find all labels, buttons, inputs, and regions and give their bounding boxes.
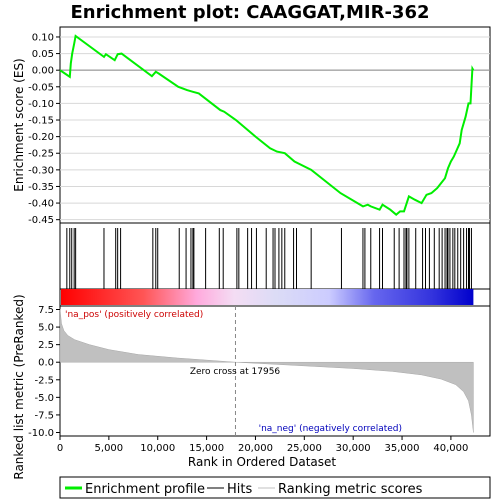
x-tick-label: 30,000 bbox=[336, 443, 371, 454]
es-y-tick-label: -0.40 bbox=[28, 199, 54, 210]
x-axis-label: Rank in Ordered Dataset bbox=[188, 455, 336, 469]
legend-rank-label: Ranking metric scores bbox=[278, 482, 423, 497]
enrichment-profile-line bbox=[59, 34, 475, 217]
zero-cross-label: Zero cross at 17956 bbox=[190, 367, 281, 377]
hits-panel bbox=[59, 222, 491, 290]
hit-markers bbox=[66, 228, 472, 289]
rank-y-axis-label: Ranked list metric (PreRanked) bbox=[12, 294, 26, 479]
es-y-tick-label: 0.10 bbox=[32, 32, 54, 43]
ranking-metric-area bbox=[59, 308, 474, 433]
x-tick-label: 25,000 bbox=[287, 443, 322, 454]
es-y-tick-label: -0.15 bbox=[28, 116, 54, 127]
x-tick-label: 40,000 bbox=[433, 443, 468, 454]
es-y-tick-label: -0.10 bbox=[28, 99, 54, 110]
x-tick-label: 0 bbox=[57, 443, 63, 454]
es-y-tick-label: 0.05 bbox=[32, 49, 54, 60]
legend-profile-label: Enrichment profile bbox=[85, 482, 205, 497]
es-y-tick-label: -0.30 bbox=[28, 165, 54, 176]
es-y-tick-label: 0.00 bbox=[32, 66, 54, 77]
x-tick-label: 5,000 bbox=[95, 443, 124, 454]
x-axis-ticks: 0 5,000 10,000 15,000 20,000 25,000 30,000 35,0… bbox=[57, 436, 468, 454]
rank-y-tick-label: -10.0 bbox=[28, 428, 54, 439]
es-y-axis-label: Enrichment score (ES) bbox=[12, 58, 26, 191]
x-tick-label: 20,000 bbox=[238, 443, 273, 454]
es-y-tick-label: -0.20 bbox=[28, 132, 54, 143]
neg-correlated-label: 'na_neg' (negatively correlated) bbox=[259, 424, 402, 434]
rank-panel: 7.5 5.0 2.5 0.0 -2.5 -5.0 -7.5 -10.0 Zero cross… bbox=[12, 294, 491, 480]
es-panel: 0.10 0.05 0.00 -0.05 -0.10 -0.15 -0.20 -0.25 -0.… bbox=[12, 26, 491, 226]
x-tick-label: 10,000 bbox=[140, 443, 175, 454]
es-y-tick-label: -0.35 bbox=[28, 182, 54, 193]
rank-y-tick-label: 0.0 bbox=[38, 358, 54, 369]
x-tick-label: 15,000 bbox=[189, 443, 224, 454]
pos-correlated-label: 'na_pos' (positively correlated) bbox=[65, 310, 203, 320]
legend-hits-label: Hits bbox=[227, 482, 252, 497]
es-y-tick-label: -0.45 bbox=[28, 215, 54, 226]
legend: Enrichment profile Hits Ranking metric s… bbox=[59, 476, 491, 499]
rank-y-tick-label: -7.5 bbox=[34, 410, 54, 421]
rank-y-tick-label: 2.5 bbox=[38, 340, 54, 351]
rank-y-tick-label: 5.0 bbox=[38, 323, 54, 334]
chart-title: Enrichment plot: CAAGGAT,MIR-362 bbox=[71, 2, 430, 23]
es-y-tick-label: -0.25 bbox=[28, 149, 54, 160]
es-y-ticks: 0.10 0.05 0.00 -0.05 -0.10 -0.15 -0.20 -0.25 -0.… bbox=[28, 32, 60, 226]
rank-y-tick-label: -2.5 bbox=[34, 375, 54, 386]
rank-y-tick-label: 7.5 bbox=[38, 305, 54, 316]
es-grid bbox=[60, 36, 490, 221]
heatmap-bar bbox=[61, 289, 474, 305]
es-y-tick-label: -0.05 bbox=[28, 82, 54, 93]
es-plot-frame bbox=[59, 26, 491, 224]
x-tick-label: 35,000 bbox=[385, 443, 420, 454]
rank-y-tick-label: -5.0 bbox=[34, 393, 54, 404]
rank-y-ticks: 7.5 5.0 2.5 0.0 -2.5 -5.0 -7.5 -10.0 bbox=[28, 305, 60, 439]
rank-heatmap-strip bbox=[59, 288, 491, 307]
